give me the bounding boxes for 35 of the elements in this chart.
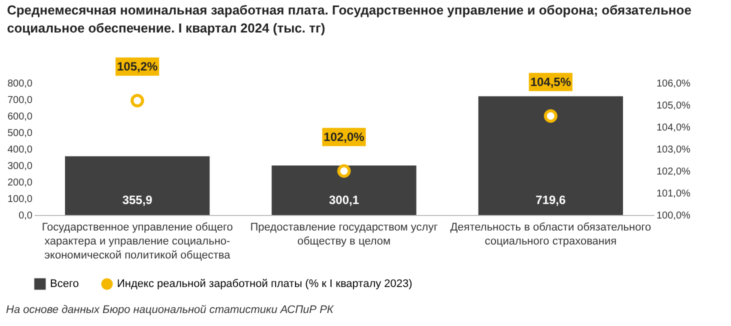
y-tick-label: 700,0: [7, 95, 33, 106]
point: [130, 94, 144, 108]
chart-title: Среднемесячная номинальная заработная плата. Государственное управление и оборона; обязательное социальное обеспечение. I квартал 2024 (тыс. тг): [6, 2, 692, 36]
point: [337, 164, 351, 178]
y2-tick-label: 101,0%: [656, 188, 691, 200]
bar: [65, 156, 210, 215]
data-label: 719,6: [536, 193, 566, 207]
legend-label: Всего: [50, 278, 79, 290]
data-label: 105,2%: [116, 60, 158, 74]
data-label: 104,5%: [530, 75, 572, 89]
y-tick-label: 300,0: [7, 161, 33, 172]
x-tick-label: Предоставление государством услуг обществу в целом: [250, 222, 438, 248]
y-tick-label: 200,0: [7, 178, 33, 188]
x-tick-label: Государственное управление общего характера и управление социально-экономической политикой общества: [42, 222, 233, 262]
y2-tick-label: 102,0%: [656, 166, 691, 178]
y-tick-label: 500,0: [7, 128, 33, 139]
y2-tick-label: 103,0%: [656, 144, 691, 156]
bar: [272, 165, 416, 215]
y-tick-label: 600,0: [7, 112, 33, 122]
y2-tick-label: 100,0%: [656, 210, 691, 222]
point: [544, 109, 558, 123]
y2-tick-label: 104,0%: [656, 122, 691, 134]
y-tick-label: 400,0: [7, 144, 33, 156]
bar: [478, 96, 623, 215]
data-label: 102,0%: [324, 130, 365, 144]
data-label: 300,1: [328, 193, 360, 207]
x-tick-label: Деятельность в области обязательного социального страхования: [450, 222, 652, 248]
y2-tick-label: 105,0%: [656, 100, 691, 112]
y-tick-label: 800,0: [7, 78, 33, 90]
text: На основе данных Бюро национальной статистики АСПиР РК: [6, 304, 334, 316]
data-label: 355,9: [122, 193, 153, 207]
y-tick-label: 0,0: [18, 210, 33, 222]
y2-tick-label: 106,0%: [656, 78, 691, 90]
legend-label: Индекс реальной заработной платы (% к I кварталу 2023): [117, 278, 412, 290]
y-tick-label: 100,0: [7, 194, 33, 205]
